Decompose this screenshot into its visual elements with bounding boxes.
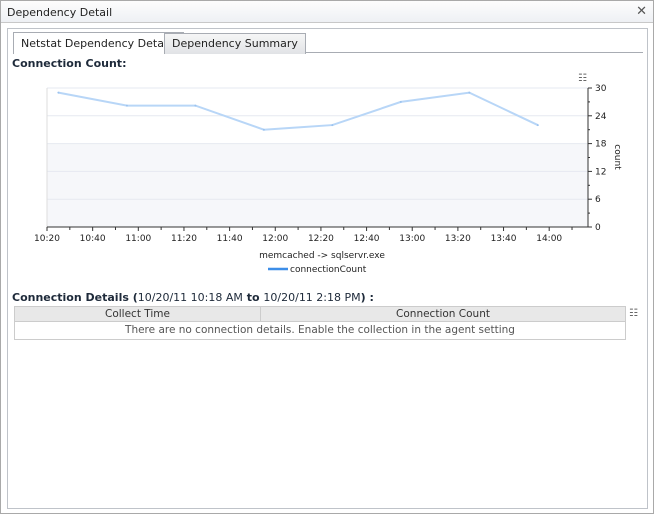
x-tick-label: 14:00 <box>536 234 562 244</box>
connection-details-heading: Connection Details (10/20/11 10:18 AM to… <box>12 291 374 304</box>
y-tick-label: 0 <box>595 223 601 233</box>
data-point <box>399 100 402 103</box>
connection-count-chart: 0 6 12 18 24 30 10:20 10:40 11:00 11:20 11:40 12:00… <box>34 84 622 275</box>
data-point <box>125 104 128 107</box>
empty-message: There are no connection details. Enable … <box>125 324 515 336</box>
window-title: Dependency Detail <box>7 6 113 19</box>
x-tick-label: 12:40 <box>354 234 380 244</box>
x-tick-label: 13:40 <box>491 234 517 244</box>
tab-dependency-summary[interactable]: Dependency Summary <box>164 33 306 54</box>
x-tick-label: 13:20 <box>445 234 471 244</box>
table-menu-icon[interactable]: ☷ <box>629 308 638 319</box>
data-point <box>57 91 60 94</box>
x-tick-label: 12:00 <box>262 234 288 244</box>
connection-details-table: Collect Time Connection Count There are … <box>14 306 626 340</box>
legend-label: connectionCount <box>290 265 367 275</box>
data-point <box>468 91 471 94</box>
details-to-word: to <box>246 291 260 304</box>
data-point <box>262 128 265 131</box>
details-to: 10/20/11 2:18 PM <box>263 291 361 304</box>
data-point <box>331 124 334 127</box>
x-tick-label: 12:20 <box>308 234 334 244</box>
x-tick-label: 10:40 <box>80 234 106 244</box>
connection-count-heading: Connection Count: <box>12 57 127 70</box>
y-tick-label: 12 <box>595 167 606 177</box>
x-tick-label: 11:00 <box>125 234 151 244</box>
tab-bar: Netstat Dependency Details Dependency Su… <box>13 32 643 54</box>
tab-netstat-dependency-details[interactable]: Netstat Dependency Details <box>13 32 184 54</box>
close-icon[interactable]: ✕ <box>636 4 647 19</box>
y-tick-label: 30 <box>595 84 607 94</box>
y-tick-label: 24 <box>595 112 607 122</box>
x-axis-label: memcached -> sqlservr.exe <box>259 251 385 261</box>
x-tick-label: 11:40 <box>217 234 243 244</box>
y-tick-label: 6 <box>595 195 601 205</box>
x-tick-label: 10:20 <box>34 234 60 244</box>
chart-menu-icon[interactable]: ☷ <box>578 73 587 84</box>
details-paren: ( <box>132 291 138 304</box>
details-close: ) : <box>360 291 374 304</box>
title-bar: Dependency Detail ✕ <box>1 1 653 23</box>
table-header: Collect Time Connection Count <box>15 307 625 322</box>
data-point <box>194 104 197 107</box>
y-tick-label: 18 <box>595 140 607 150</box>
details-label: Connection Details <box>12 291 129 304</box>
plot-shade <box>47 143 588 227</box>
column-connection-count[interactable]: Connection Count <box>396 308 490 320</box>
content-panel: Netstat Dependency Details Dependency Su… <box>7 28 648 509</box>
column-collect-time[interactable]: Collect Time <box>15 307 261 321</box>
y-axis-label: count <box>612 144 622 170</box>
series-line <box>58 91 539 131</box>
details-from: 10/20/11 10:18 AM <box>137 291 243 304</box>
x-tick-label: 11:20 <box>171 234 197 244</box>
data-point <box>536 124 539 127</box>
x-tick-label: 13:00 <box>399 234 425 244</box>
